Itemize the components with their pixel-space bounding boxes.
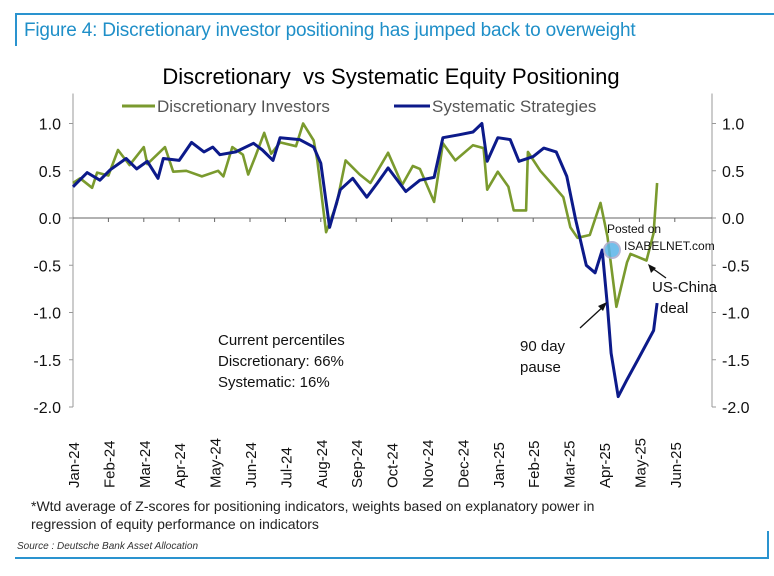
footnote-line-1: *Wtd average of Z-scores for positioning… [31, 498, 595, 514]
right-y-tick-label: 1.0 [722, 117, 744, 134]
x-tick-label: Mar-24 [137, 440, 154, 488]
x-tick-label: Sep-24 [349, 440, 366, 488]
right-y-tick-label: -0.5 [722, 258, 750, 275]
pause-arrow [579, 304, 606, 329]
x-tick-label: Dec-24 [455, 440, 472, 488]
watermark-line1: Posted on [607, 222, 661, 236]
systematic-line [71, 122, 659, 399]
figure-title: Figure 4: Discretionary investor positio… [24, 20, 636, 41]
left-y-tick-label: 1.0 [39, 117, 61, 134]
x-tick-label: Jan-24 [66, 442, 83, 488]
right-y-tick-label: 0.5 [722, 164, 744, 181]
left-y-tick-label: 0.5 [39, 164, 61, 181]
legend-label-discretionary: Discretionary Investors [157, 97, 330, 116]
right-y-tick-label: -2.0 [722, 400, 750, 417]
x-tick-label: Jul-24 [278, 447, 295, 488]
percentiles-discretionary: Discretionary: 66% [218, 353, 344, 370]
x-tick-label: May-25 [632, 438, 649, 488]
left-y-tick-label: -1.0 [33, 306, 61, 323]
x-tick-label: Feb-25 [526, 440, 543, 488]
x-tick-label: Aug-24 [314, 440, 331, 488]
x-tick-label: Jun-24 [243, 442, 260, 488]
watermark-logo-icon [603, 241, 621, 259]
left-y-tick-label: -2.0 [33, 400, 61, 417]
x-tick-label: May-24 [208, 438, 225, 488]
left-y-tick-label: -1.5 [33, 353, 61, 370]
x-tick-label: Apr-25 [597, 443, 614, 488]
left-y-tick-label: 0.0 [39, 211, 61, 228]
pause-arrowhead [598, 302, 607, 311]
deal-label-2: deal [660, 300, 688, 317]
legend: Discretionary Investors Systematic Strat… [122, 97, 596, 116]
x-tick-label: Nov-24 [420, 440, 437, 488]
left-y-tick-label: -0.5 [33, 258, 61, 275]
pause-label-1: 90 day [520, 338, 566, 355]
footnote: *Wtd average of Z-scores for positioning… [31, 497, 771, 533]
right-y-tick-label: -1.0 [722, 306, 750, 323]
x-tick-label: Feb-24 [101, 440, 118, 488]
right-y-tick-label: 0.0 [722, 211, 744, 228]
pause-label-2: pause [520, 359, 561, 376]
source-note: Source : Deutsche Bank Asset Allocation [17, 541, 199, 552]
discretionary-line [72, 122, 659, 309]
percentiles-title: Current percentiles [218, 332, 345, 349]
x-tick-label: Jan-25 [491, 442, 508, 488]
footnote-line-2: regression of equity performance on indi… [31, 516, 319, 532]
right-y-tick-label: -1.5 [722, 353, 750, 370]
x-tick-label: Oct-24 [385, 443, 402, 488]
legend-label-systematic: Systematic Strategies [432, 97, 596, 116]
frame-right-line [767, 531, 769, 559]
frame-bottom-line [15, 557, 769, 559]
x-tick-label: Mar-25 [562, 440, 579, 488]
watermark: Posted on ISABELNET.com [603, 222, 715, 259]
frame-top-line [15, 13, 774, 15]
percentiles-systematic: Systematic: 16% [218, 374, 330, 391]
deal-arrowhead [648, 264, 656, 273]
deal-label-1: US-China [652, 279, 718, 296]
annotations: Current percentiles Discretionary: 66% S… [218, 264, 718, 391]
watermark-line2: ISABELNET.com [624, 239, 715, 253]
x-tick-label: Jun-25 [668, 442, 685, 488]
frame-left-line [15, 13, 17, 46]
x-tick-label: Apr-24 [172, 443, 189, 488]
chart-title: Discretionary vs Systematic Equity Posit… [162, 64, 619, 89]
